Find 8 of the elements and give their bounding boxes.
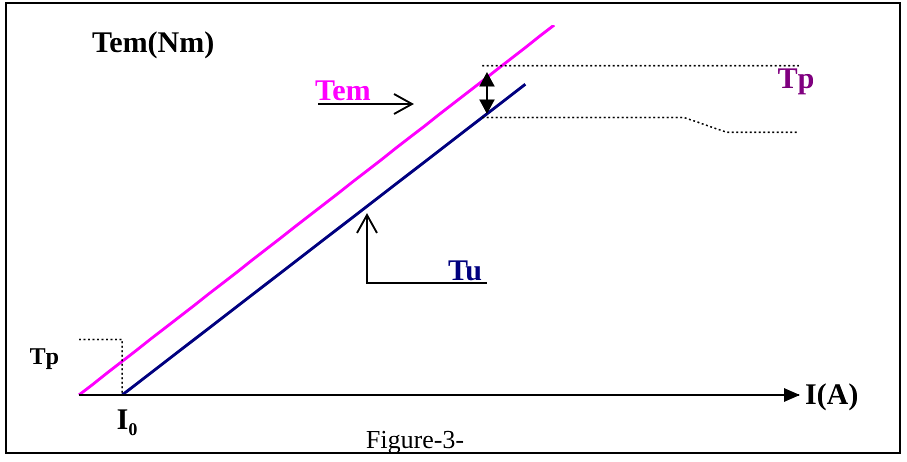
series-label: Tem bbox=[315, 74, 371, 107]
annotation: Tp bbox=[778, 62, 814, 95]
y-axis-title: Tem(Nm) bbox=[92, 26, 214, 59]
text: Figure-3- bbox=[366, 425, 464, 454]
text: Tu bbox=[448, 254, 482, 287]
text: Tp bbox=[30, 344, 59, 370]
text: I₀ bbox=[116, 403, 138, 436]
x-axis-title: I(A) bbox=[805, 378, 858, 411]
